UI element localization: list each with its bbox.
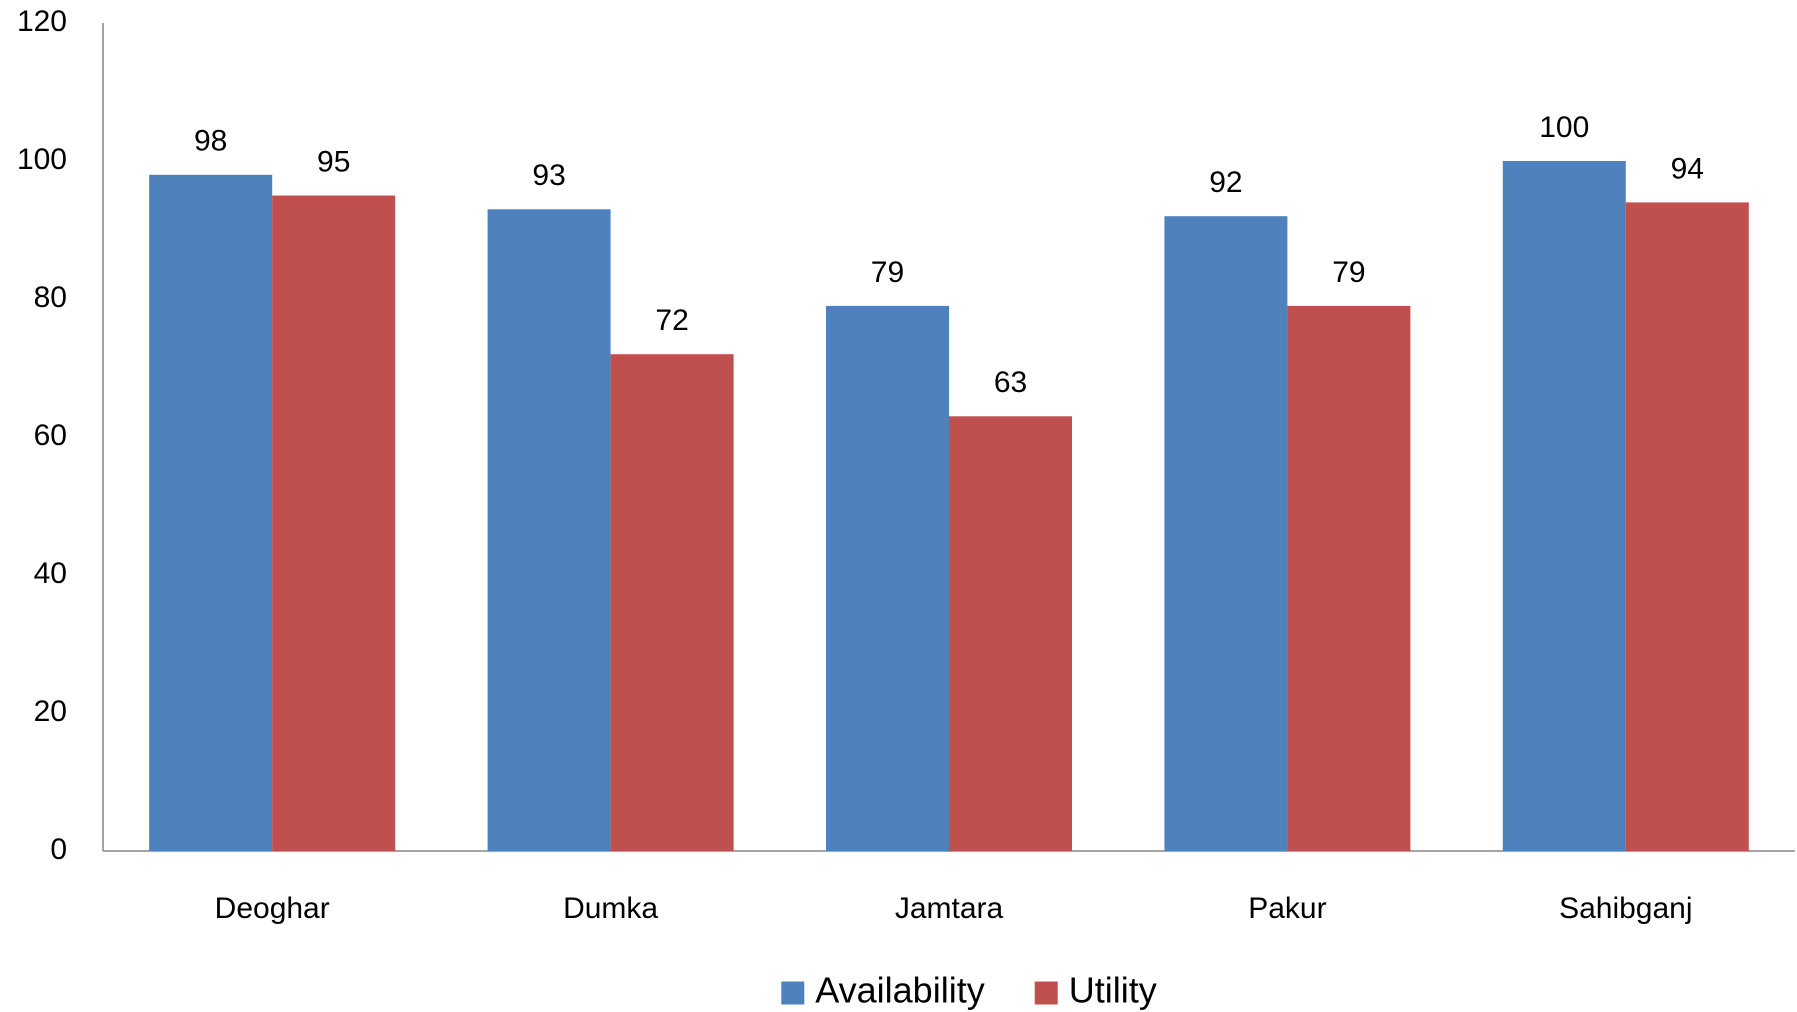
- bar: [272, 195, 396, 851]
- y-tick-label: 80: [34, 281, 67, 314]
- x-tick-label: Pakur: [1248, 892, 1326, 925]
- legend-swatch: [1034, 981, 1058, 1005]
- y-tick-label: 100: [17, 143, 67, 176]
- bar: [487, 209, 611, 852]
- x-tick-label: Dumka: [563, 892, 658, 925]
- value-label: 63: [994, 366, 1027, 399]
- value-label: 92: [1209, 166, 1242, 199]
- bar: [949, 416, 1073, 851]
- bar: [610, 354, 734, 851]
- value-label: 79: [871, 256, 904, 289]
- value-label: 94: [1671, 152, 1704, 185]
- x-tick-label: Deoghar: [215, 892, 330, 925]
- value-label: 100: [1539, 111, 1589, 144]
- y-tick-label: 0: [50, 833, 67, 866]
- y-tick-label: 20: [34, 695, 67, 728]
- legend-swatch: [781, 981, 805, 1005]
- bar: [1625, 202, 1749, 851]
- value-label: 93: [532, 159, 565, 192]
- y-tick-label: 120: [17, 5, 67, 38]
- bar: [149, 174, 273, 852]
- value-label: 79: [1332, 256, 1365, 289]
- value-label: 95: [317, 145, 350, 178]
- bar: [1164, 216, 1288, 851]
- legend-label: Utility: [1069, 970, 1157, 1011]
- bar: [1502, 161, 1626, 851]
- value-label: 72: [655, 304, 688, 337]
- y-tick-label: 60: [34, 419, 67, 452]
- x-tick-label: Sahibganj: [1559, 892, 1692, 925]
- bar: [1287, 305, 1411, 851]
- y-tick-label: 40: [34, 557, 67, 590]
- value-label: 98: [194, 125, 227, 158]
- bar: [825, 305, 949, 851]
- x-tick-label: Jamtara: [895, 892, 1004, 925]
- legend-label: Availability: [815, 970, 984, 1011]
